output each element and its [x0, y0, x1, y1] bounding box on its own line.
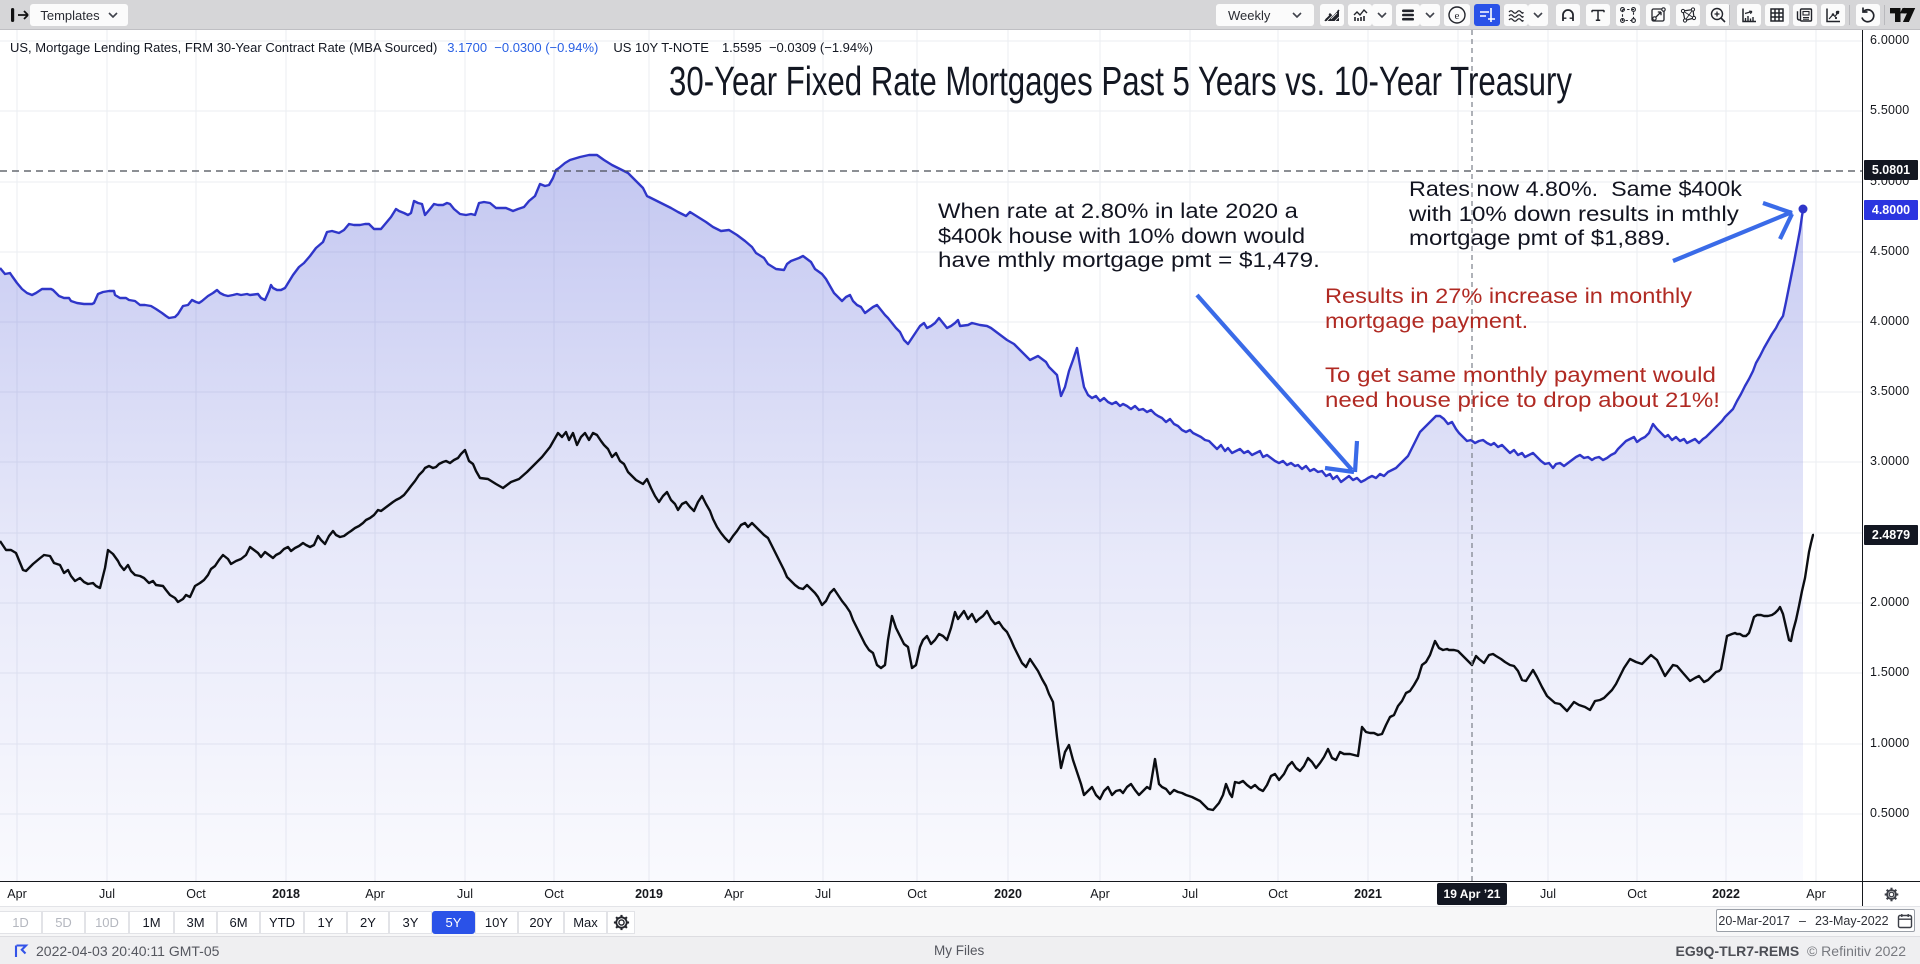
svg-text:e: e [1455, 10, 1460, 22]
